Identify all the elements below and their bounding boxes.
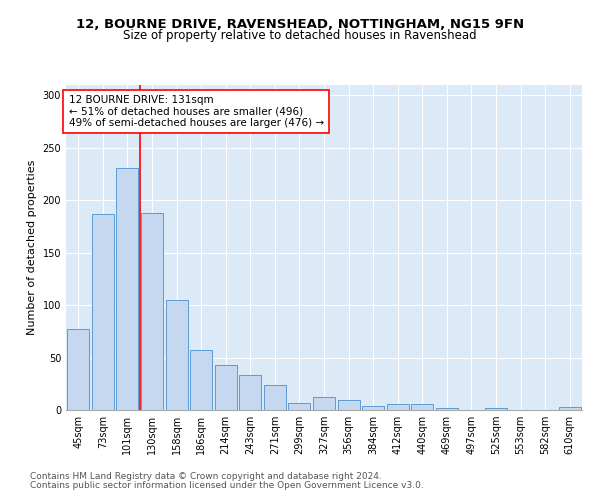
- Bar: [485, 408, 507, 410]
- Bar: [436, 408, 458, 410]
- Text: Size of property relative to detached houses in Ravenshead: Size of property relative to detached ho…: [123, 28, 477, 42]
- Bar: [338, 400, 359, 410]
- Bar: [67, 330, 89, 410]
- Text: 12, BOURNE DRIVE, RAVENSHEAD, NOTTINGHAM, NG15 9FN: 12, BOURNE DRIVE, RAVENSHEAD, NOTTINGHAM…: [76, 18, 524, 30]
- Bar: [411, 404, 433, 410]
- Bar: [559, 407, 581, 410]
- Y-axis label: Number of detached properties: Number of detached properties: [27, 160, 37, 335]
- Bar: [92, 214, 114, 410]
- Bar: [386, 404, 409, 410]
- Bar: [313, 398, 335, 410]
- Bar: [362, 406, 384, 410]
- Bar: [289, 402, 310, 410]
- Text: Contains public sector information licensed under the Open Government Licence v3: Contains public sector information licen…: [30, 481, 424, 490]
- Bar: [190, 350, 212, 410]
- Bar: [215, 365, 237, 410]
- Bar: [141, 213, 163, 410]
- Bar: [264, 385, 286, 410]
- Text: Contains HM Land Registry data © Crown copyright and database right 2024.: Contains HM Land Registry data © Crown c…: [30, 472, 382, 481]
- Text: 12 BOURNE DRIVE: 131sqm
← 51% of detached houses are smaller (496)
49% of semi-d: 12 BOURNE DRIVE: 131sqm ← 51% of detache…: [68, 94, 324, 128]
- Bar: [166, 300, 188, 410]
- Bar: [116, 168, 139, 410]
- Bar: [239, 376, 262, 410]
